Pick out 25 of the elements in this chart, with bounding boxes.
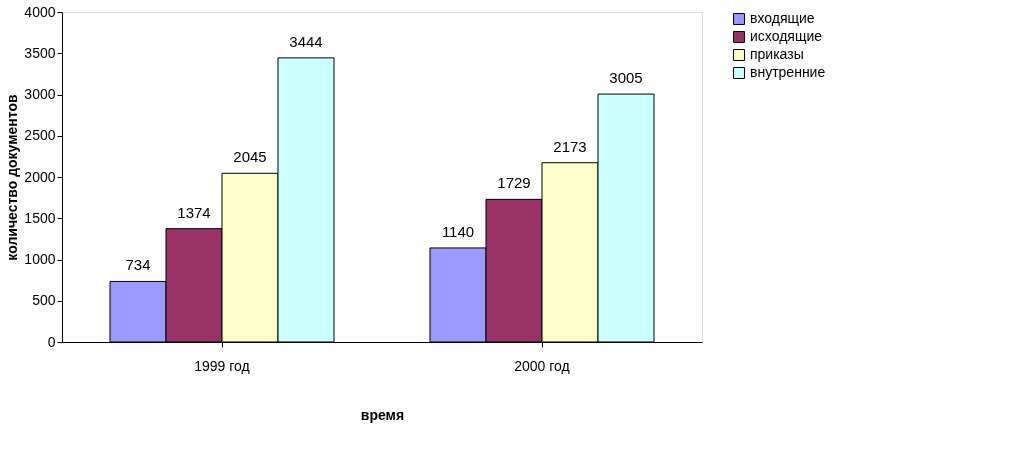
y-tick-label: 2500 (24, 127, 56, 144)
data-label: 3005 (609, 69, 643, 87)
x-tick-label: 2000 год (514, 357, 570, 374)
data-label: 3444 (289, 32, 323, 50)
y-tick-label: 0 (47, 333, 56, 350)
data-label: 1729 (497, 174, 531, 192)
y-tick-label: 3000 (24, 86, 56, 102)
data-label: 1374 (177, 203, 211, 221)
x-tick-label: 1999 год (194, 357, 250, 374)
data-label: 2045 (233, 148, 267, 166)
y-tick-label: 2000 (24, 168, 56, 185)
data-label: 2173 (553, 137, 587, 155)
x-axis-title: время (360, 406, 405, 423)
data-label: 734 (125, 256, 151, 274)
legend-label: входящие (750, 10, 815, 26)
legend-label: исходящие (750, 28, 823, 44)
y-tick-label: 1500 (24, 209, 56, 226)
legend-label: приказы (750, 46, 804, 62)
y-tick-label: 500 (32, 292, 56, 309)
data-label: 1140 (441, 222, 475, 240)
legend-label: внутренние (750, 64, 826, 80)
y-tick-label: 3500 (24, 44, 56, 61)
y-axis-title: количество документов (4, 94, 21, 261)
y-tick-label: 1000 (24, 251, 56, 267)
y-tick-label: 4000 (24, 3, 56, 20)
